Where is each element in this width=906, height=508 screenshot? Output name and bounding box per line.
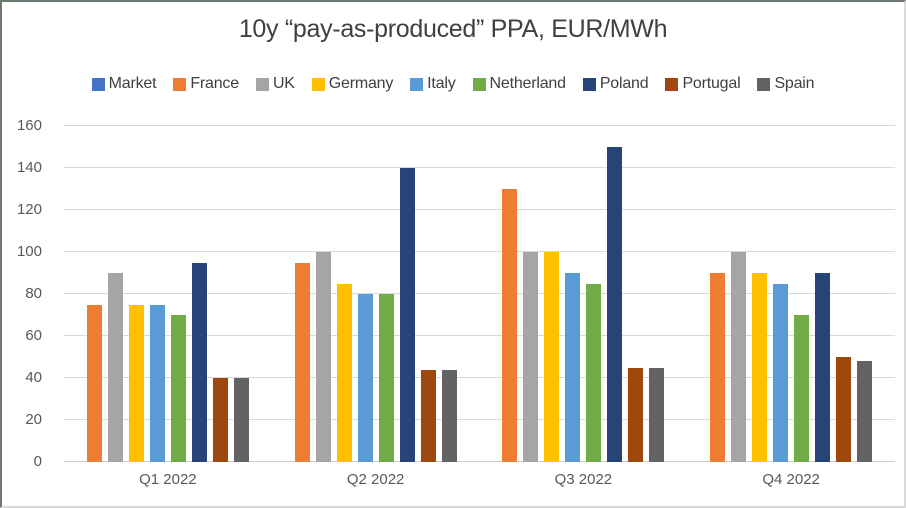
bar-portugal-q3-2022 xyxy=(628,367,644,462)
legend-swatch xyxy=(665,77,679,91)
bar-group-q2-2022 xyxy=(272,126,480,462)
bar-group-q4-2022 xyxy=(687,126,895,462)
legend-label: Poland xyxy=(599,75,649,92)
bar-poland-q3-2022 xyxy=(607,147,623,462)
y-tick-label-100: 100 xyxy=(16,243,42,260)
bar-italy-q3-2022 xyxy=(565,273,581,462)
bar-poland-q4-2022 xyxy=(815,273,831,462)
legend-label: UK xyxy=(272,75,295,92)
legend-item-netherland: Netherland xyxy=(472,75,566,93)
legend-label: Germany xyxy=(328,75,394,92)
bar-germany-q4-2022 xyxy=(752,273,768,462)
gridline-120 xyxy=(64,209,895,210)
y-axis-labels: 0 20 40 60 80 100 120 140 160 xyxy=(2,117,54,470)
bar-portugal-q4-2022 xyxy=(836,357,852,462)
y-tick-label-160: 160 xyxy=(16,117,42,134)
legend-label: Market xyxy=(108,75,157,92)
legend-swatch xyxy=(472,77,486,91)
gridline-40 xyxy=(64,377,895,378)
y-tick-label-40: 40 xyxy=(25,369,42,386)
legend-swatch xyxy=(255,77,269,91)
bar-germany-q3-2022 xyxy=(544,252,560,462)
legend-swatch xyxy=(582,77,596,91)
chart-legend: Market France UK Germany Italy Netherland Pola… xyxy=(2,75,904,93)
bar-uk-q2-2022 xyxy=(315,252,331,462)
bar-germany-q1-2022 xyxy=(128,304,144,462)
bar-spain-q2-2022 xyxy=(441,369,457,462)
y-tick-label-120: 120 xyxy=(16,201,42,218)
legend-item-market: Market xyxy=(91,75,157,93)
bar-france-q2-2022 xyxy=(294,262,310,462)
bar-uk-q4-2022 xyxy=(731,252,747,462)
legend-swatch xyxy=(173,77,187,91)
gridline-160 xyxy=(64,125,895,126)
x-tick-label-q1-2022: Q1 2022 xyxy=(139,471,197,488)
bar-france-q4-2022 xyxy=(710,273,726,462)
legend-item-uk: UK xyxy=(255,75,295,93)
gridline-0 xyxy=(64,461,895,462)
bar-portugal-q1-2022 xyxy=(212,378,228,462)
legend-item-italy: Italy xyxy=(410,75,456,93)
bar-group-q3-2022 xyxy=(480,126,688,462)
bar-spain-q1-2022 xyxy=(233,378,249,462)
bar-poland-q1-2022 xyxy=(191,262,207,462)
bar-groups xyxy=(64,126,895,462)
legend-swatch xyxy=(410,77,424,91)
bar-france-q1-2022 xyxy=(86,304,102,462)
bar-uk-q3-2022 xyxy=(523,252,539,462)
legend-label: Spain xyxy=(774,75,815,92)
y-tick-label-20: 20 xyxy=(25,411,42,428)
x-tick-label-q2-2022: Q2 2022 xyxy=(346,471,405,488)
bar-netherland-q4-2022 xyxy=(794,315,810,462)
x-tick-label-q4-2022: Q4 2022 xyxy=(762,471,820,488)
legend-swatch xyxy=(757,77,771,91)
gridline-80 xyxy=(64,293,895,294)
chart-title: 10y “pay-as-produced” PPA, EUR/MWh xyxy=(238,15,668,43)
y-tick-label-80: 80 xyxy=(25,285,42,302)
legend-item-portugal: Portugal xyxy=(665,75,741,93)
legend-item-spain: Spain xyxy=(757,75,815,93)
bar-uk-q1-2022 xyxy=(107,273,123,462)
bar-portugal-q2-2022 xyxy=(420,369,436,462)
plot-area xyxy=(64,125,895,462)
legend-label: France xyxy=(190,75,239,92)
legend-label: Netherland xyxy=(489,75,566,92)
bar-spain-q3-2022 xyxy=(649,367,665,462)
gridline-60 xyxy=(64,335,895,336)
x-tick-label-q3-2022: Q3 2022 xyxy=(554,471,613,488)
gridline-140 xyxy=(64,167,895,168)
bar-netherland-q1-2022 xyxy=(170,315,186,462)
legend-item-poland: Poland xyxy=(582,75,649,93)
gridline-100 xyxy=(64,251,895,252)
legend-item-france: France xyxy=(173,75,239,93)
bar-poland-q2-2022 xyxy=(399,168,415,462)
bar-spain-q4-2022 xyxy=(857,361,873,462)
legend-label: Italy xyxy=(427,75,456,92)
bar-italy-q1-2022 xyxy=(149,304,165,462)
legend-swatch xyxy=(311,77,325,91)
bar-italy-q4-2022 xyxy=(773,283,789,462)
y-tick-label-60: 60 xyxy=(25,327,42,344)
legend-label: Portugal xyxy=(682,75,741,92)
legend-item-germany: Germany xyxy=(311,75,394,93)
x-axis-labels: Q1 2022 Q2 2022 Q3 2022 Q4 2022 xyxy=(64,471,895,488)
gridline-20 xyxy=(64,419,895,420)
bar-group-q1-2022 xyxy=(64,126,272,462)
y-tick-label-0: 0 xyxy=(33,453,42,470)
bar-netherland-q2-2022 xyxy=(378,294,394,462)
y-tick-label-140: 140 xyxy=(16,159,42,176)
bar-france-q3-2022 xyxy=(502,189,518,462)
bar-netherland-q3-2022 xyxy=(586,283,602,462)
bar-italy-q2-2022 xyxy=(357,294,373,462)
legend-swatch xyxy=(91,77,105,91)
bar-germany-q2-2022 xyxy=(336,283,352,462)
